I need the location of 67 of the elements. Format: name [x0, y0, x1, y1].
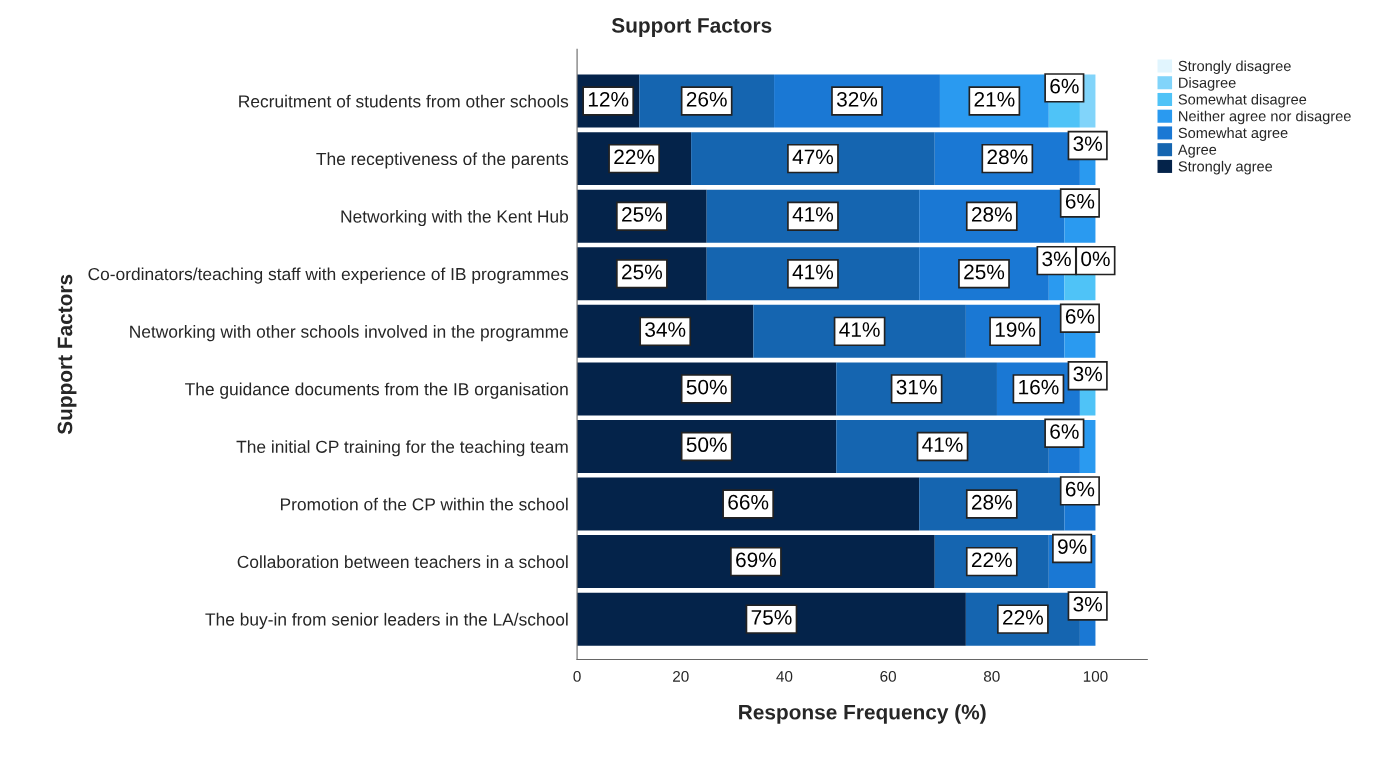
- data-label: 26%: [686, 91, 727, 107]
- data-label: 3%: [1073, 366, 1102, 382]
- data-label: 50%: [686, 379, 727, 395]
- data-label: 66%: [728, 494, 769, 510]
- y-tick-label: Promotion of the CP within the school: [280, 497, 568, 511]
- data-label: 22%: [614, 149, 655, 165]
- data-label: 0%: [1081, 251, 1110, 267]
- data-label: 25%: [622, 207, 662, 222]
- legend-label: Disagree: [1179, 77, 1236, 91]
- data-label: 22%: [971, 552, 1012, 568]
- data-label: 6%: [1065, 309, 1095, 324]
- y-tick-label: Co-ordinators/teaching staff with experience of IB programmes: [88, 267, 569, 284]
- y-tick-label: Networking with the Kent Hub: [341, 209, 569, 227]
- y-tick-label: The initial CP training for the teaching team: [236, 440, 568, 457]
- legend-label: Strongly disagree: [1178, 60, 1291, 75]
- data-label: 28%: [987, 149, 1028, 165]
- data-label: 6%: [1065, 481, 1095, 497]
- data-label: 3%: [1073, 596, 1102, 612]
- legend-label: Agree: [1177, 144, 1217, 158]
- y-tick-label: Collaboration between teachers in a school: [237, 555, 568, 569]
- data-label: 16%: [1019, 379, 1059, 395]
- y-tick-label: The receptiveness of the parents: [316, 152, 569, 169]
- data-label: 25%: [964, 264, 1005, 280]
- x-axis-title: Response Frequency (%): [739, 704, 986, 724]
- data-label: 28%: [971, 494, 1012, 510]
- legend-label: Neither agree nor disagree: [1179, 110, 1351, 125]
- data-label: 19%: [995, 322, 1036, 337]
- data-label: 41%: [839, 322, 880, 337]
- data-label: 50%: [686, 437, 727, 453]
- x-tick-label: 20: [673, 670, 689, 682]
- data-label: 47%: [792, 149, 834, 165]
- data-label: 41%: [792, 207, 834, 222]
- data-label: 6%: [1065, 193, 1095, 209]
- bar: [577, 535, 935, 589]
- data-label: 6%: [1050, 78, 1079, 94]
- data-label: 6%: [1050, 424, 1079, 439]
- data-label: 32%: [836, 91, 878, 107]
- data-label: 3%: [1042, 251, 1071, 267]
- legend-label: Somewhat agree: [1178, 127, 1288, 141]
- bar: [577, 477, 920, 531]
- data-label: 25%: [622, 264, 662, 280]
- data-label: 21%: [974, 91, 1015, 107]
- data-label: 31%: [896, 379, 937, 395]
- y-axis-title: Support Factors: [57, 274, 77, 435]
- bar: [577, 592, 966, 646]
- data-label: 75%: [751, 610, 792, 625]
- y-tick-label: Networking with other schools involved in the programme: [130, 325, 568, 342]
- x-tick-label: 100: [1083, 670, 1108, 682]
- y-tick-label: The guidance documents from the IB organisation: [185, 382, 568, 399]
- data-label: 9%: [1058, 539, 1087, 555]
- data-label: 28%: [971, 207, 1012, 222]
- data-label: 3%: [1073, 136, 1102, 152]
- data-label: 34%: [645, 322, 686, 337]
- data-label: 41%: [792, 264, 834, 280]
- data-label: 12%: [588, 91, 629, 107]
- chart-title: Support Factors: [611, 18, 772, 37]
- x-tick-label: 0: [573, 670, 581, 682]
- data-label: 22%: [1003, 610, 1043, 625]
- legend-label: Strongly agree: [1178, 160, 1273, 175]
- x-tick-label: 60: [880, 670, 896, 682]
- x-tick-label: 40: [776, 670, 793, 682]
- data-label: 41%: [922, 437, 963, 452]
- x-tick-label: 80: [983, 670, 1000, 682]
- y-tick-label: Recruitment of students from other schools: [239, 94, 569, 108]
- legend-label: Somewhat disagree: [1178, 93, 1307, 108]
- data-label: 69%: [736, 552, 777, 568]
- y-tick-label: The buy-in from senior leaders in the LA/school: [205, 612, 568, 630]
